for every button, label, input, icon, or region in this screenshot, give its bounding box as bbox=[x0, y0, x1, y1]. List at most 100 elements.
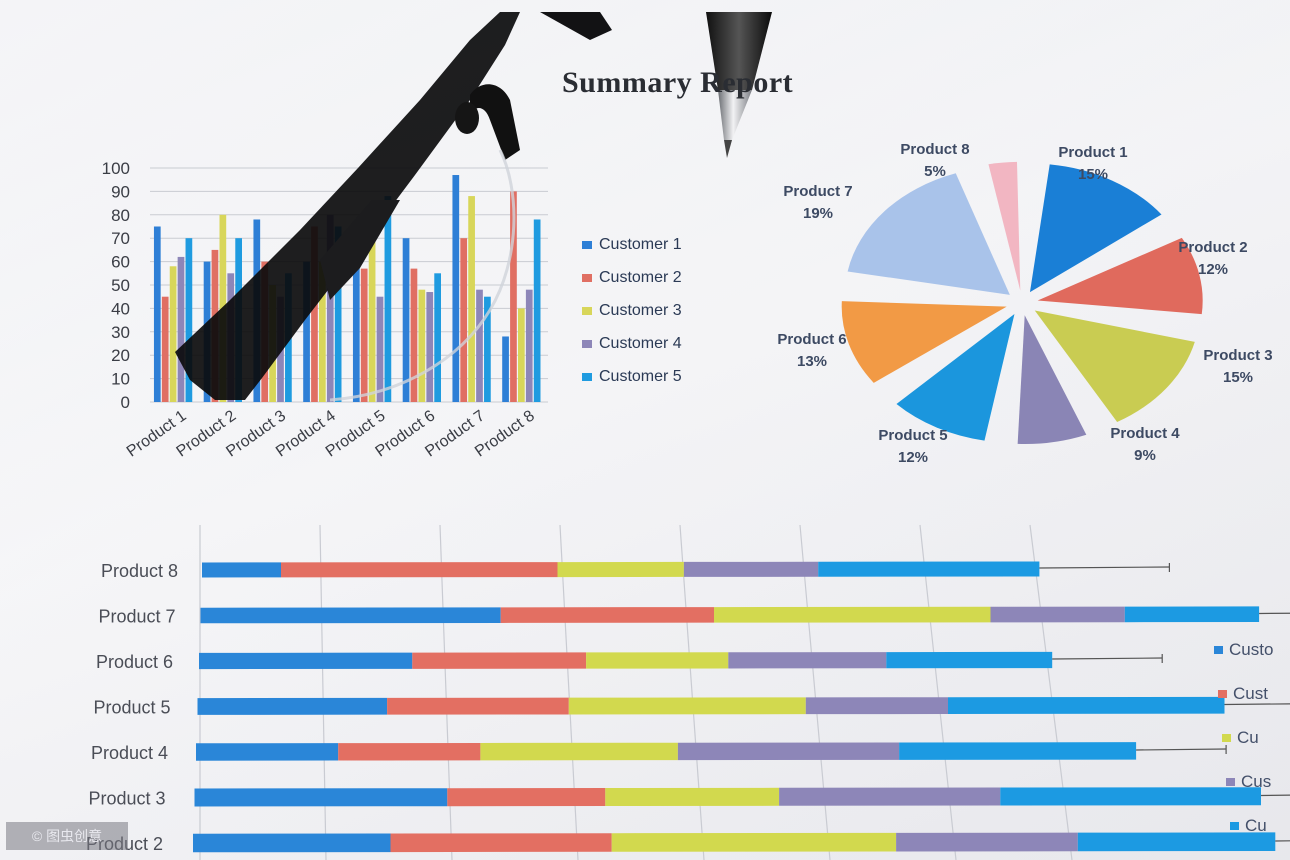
pie-label: Product 6 bbox=[777, 331, 846, 348]
category-label: Product 7 bbox=[98, 607, 175, 627]
stack-segment bbox=[714, 606, 991, 623]
legend-label: Cus bbox=[1241, 772, 1272, 791]
legend-label: Customer 5 bbox=[599, 367, 682, 385]
bar bbox=[311, 226, 318, 402]
stack-segment bbox=[605, 787, 780, 807]
bar bbox=[510, 191, 517, 402]
stack-segment bbox=[281, 562, 558, 578]
bar bbox=[402, 238, 410, 402]
stack-segment bbox=[390, 833, 612, 853]
stack-segment bbox=[568, 697, 806, 715]
error-bar bbox=[1259, 612, 1290, 615]
stack-segment bbox=[948, 696, 1225, 715]
bar bbox=[368, 219, 376, 402]
legend-item: Cu bbox=[1230, 804, 1273, 848]
stack-segment bbox=[886, 651, 1053, 669]
stack-segment bbox=[193, 833, 391, 853]
legend-swatch bbox=[1214, 646, 1223, 654]
category-label: Product 6 bbox=[96, 652, 173, 672]
error-bar bbox=[1039, 566, 1170, 569]
stack-segment bbox=[586, 652, 729, 669]
bar-chart-legend: Customer 1 Customer 2 Customer 3 Customer 4… bbox=[582, 228, 682, 393]
watermark: © 图虫创意 bbox=[6, 822, 128, 850]
bar bbox=[476, 289, 483, 402]
stacked-chart-legend: Custo Cust Cu Cus Cu bbox=[1214, 628, 1273, 848]
stack-segment bbox=[500, 607, 714, 623]
legend-label: Cust bbox=[1233, 684, 1268, 703]
pie-percent: 15% bbox=[1223, 369, 1253, 386]
legend-item: Customer 4 bbox=[582, 327, 682, 360]
bar bbox=[153, 226, 161, 402]
stack-segment bbox=[1124, 606, 1260, 623]
legend-swatch bbox=[1222, 734, 1231, 742]
stack-segment bbox=[805, 697, 948, 715]
bar bbox=[352, 266, 360, 402]
legend-swatch bbox=[582, 306, 592, 315]
bar bbox=[468, 196, 475, 402]
stack-segment bbox=[779, 787, 1001, 806]
stack-segment bbox=[1000, 787, 1261, 806]
pie-slice bbox=[847, 173, 1010, 295]
pie-label: Product 3 bbox=[1203, 347, 1272, 364]
bar bbox=[533, 219, 541, 402]
y-tick-label: 100 bbox=[102, 159, 130, 178]
stack-segment bbox=[194, 788, 448, 807]
bar bbox=[169, 266, 177, 402]
pie-slice bbox=[1034, 310, 1195, 423]
stack-segment bbox=[677, 742, 900, 761]
legend-item: Customer 2 bbox=[582, 261, 682, 294]
y-tick-label: 0 bbox=[121, 393, 130, 412]
legend-item: Cust bbox=[1218, 672, 1273, 716]
pie-label: Product 8 bbox=[900, 141, 969, 158]
ballpoint-pen bbox=[706, 12, 772, 158]
bar bbox=[410, 268, 418, 402]
legend-label: Cu bbox=[1245, 816, 1267, 835]
pie-label: Product 2 bbox=[1178, 239, 1247, 256]
bar bbox=[185, 238, 193, 402]
legend-label: Customer 3 bbox=[599, 301, 682, 319]
bar bbox=[334, 226, 342, 402]
error-bar bbox=[1275, 840, 1290, 842]
report-title: Summary Report bbox=[562, 66, 794, 99]
stack-segment bbox=[447, 788, 606, 807]
legend-item: Customer 3 bbox=[582, 294, 682, 327]
bar bbox=[376, 296, 384, 402]
legend-swatch bbox=[582, 372, 592, 381]
pie-slice bbox=[896, 314, 1015, 441]
pie-percent: 13% bbox=[797, 353, 827, 370]
y-tick-label: 70 bbox=[111, 229, 130, 248]
legend-item: Customer 5 bbox=[582, 360, 682, 393]
stack-segment bbox=[387, 697, 569, 715]
bar bbox=[318, 261, 326, 402]
pie-percent: 9% bbox=[1134, 447, 1156, 464]
bar bbox=[517, 308, 525, 402]
pie-percent: 5% bbox=[924, 163, 946, 180]
legend-swatch bbox=[582, 339, 592, 348]
stack-segment bbox=[557, 561, 684, 578]
category-label: Product 3 bbox=[88, 789, 165, 809]
stack-segment bbox=[480, 742, 678, 761]
bar bbox=[177, 256, 185, 402]
stack-segment bbox=[196, 743, 339, 761]
product-pie-chart: Product 1 15% Product 2 12% Product 3 15% Prod… bbox=[777, 141, 1272, 466]
stack-segment bbox=[818, 561, 1040, 577]
legend-label: Customer 1 bbox=[599, 235, 682, 253]
legend-item: Customer 1 bbox=[582, 228, 682, 261]
stack-segment bbox=[202, 562, 281, 578]
y-tick-label: 30 bbox=[111, 323, 130, 342]
stack-segment bbox=[197, 697, 388, 715]
pie-slice bbox=[1017, 315, 1087, 445]
error-bar bbox=[1260, 794, 1290, 797]
legend-item: Cus bbox=[1226, 760, 1273, 804]
bar bbox=[525, 289, 533, 402]
category-label: Product 8 bbox=[101, 561, 178, 581]
stack-segment bbox=[338, 742, 481, 761]
stack-segment bbox=[899, 742, 1137, 760]
legend-swatch bbox=[1218, 690, 1227, 698]
legend-label: Custo bbox=[1229, 640, 1274, 659]
pie-slice bbox=[1037, 237, 1203, 315]
y-tick-label: 20 bbox=[111, 346, 130, 365]
eyeglasses bbox=[175, 12, 612, 402]
y-tick-label: 90 bbox=[111, 182, 130, 201]
